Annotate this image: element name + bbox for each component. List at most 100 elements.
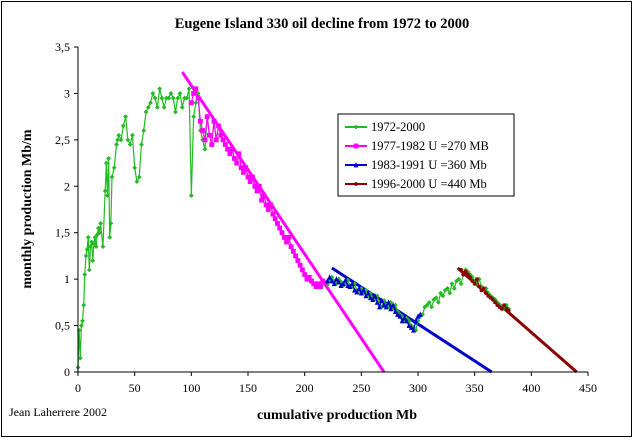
series-0-point: [108, 221, 114, 226]
x-tick-label: 250: [352, 381, 370, 395]
series-0-point: [123, 114, 128, 120]
series-1-point: [266, 207, 271, 212]
series-2-point: [406, 322, 412, 328]
series-0-point: [445, 286, 450, 291]
series-0-point: [424, 302, 430, 308]
series-0-point: [84, 247, 90, 252]
series-1-point: [313, 284, 319, 289]
series-0-point: [454, 278, 459, 284]
series-0-point: [449, 281, 455, 287]
y-tick-label: 2: [64, 179, 70, 193]
x-tick-label: 450: [579, 381, 597, 395]
series-0-point: [89, 239, 94, 245]
series-0-point: [114, 142, 119, 147]
series-1-point: [309, 278, 314, 284]
series-0-point: [440, 293, 446, 299]
series-0-point: [134, 179, 140, 185]
series-1-point: [207, 132, 212, 138]
series-2-point: [352, 287, 357, 293]
series-2-point: [379, 297, 385, 303]
series-0-point: [386, 304, 391, 310]
series-3-point: [468, 275, 473, 280]
legend-label: 1983-1991 U =360 Mb: [371, 158, 487, 172]
series-0-point: [193, 100, 199, 106]
series-2-point: [415, 313, 421, 319]
series-0-point: [379, 304, 385, 310]
series-1-point: [302, 272, 308, 277]
series-0-point: [107, 234, 113, 240]
series-1-point: [232, 156, 237, 161]
series-1-point: [270, 211, 276, 217]
series-2-point: [347, 283, 353, 289]
series-0-point: [96, 225, 101, 231]
series-0-point: [83, 253, 89, 259]
series-2-point: [334, 276, 339, 282]
series-3-point: [463, 269, 468, 274]
series-0-point: [159, 95, 165, 101]
series-2-point: [397, 313, 403, 319]
series-3-point: [461, 272, 466, 277]
series-2-point: [370, 296, 376, 302]
series-2-point: [399, 317, 405, 324]
series-2-point: [324, 278, 330, 284]
series-2-point: [413, 317, 419, 324]
series-0-point: [458, 281, 464, 287]
chart-title: Eugene Island 330 oil decline from 1972 …: [175, 16, 470, 32]
credit-text: Jean Laherrere 2002: [9, 405, 107, 419]
series-1-point: [318, 284, 323, 289]
series-1-point: [252, 183, 258, 189]
series-2-point: [386, 299, 391, 305]
series-1-point: [281, 234, 287, 240]
series-1-point: [275, 221, 280, 226]
axes-group: 0 50 100 150 200 250 300 350 400 450 0 0,5 1 1,5 2 2,5 3…: [55, 40, 597, 395]
series-1-point: [222, 142, 228, 147]
series-0-point: [343, 281, 348, 287]
series-2-point: [336, 278, 342, 285]
series-0-point: [145, 104, 151, 110]
series-0-point: [80, 318, 85, 324]
series-1-point: [263, 202, 269, 208]
series-0-point: [451, 286, 457, 291]
legend-label: 1977-1982 U =270 MB: [371, 139, 489, 153]
x-tick-label: 300: [409, 381, 427, 395]
series-0-point: [161, 104, 167, 110]
series-1-point: [216, 123, 221, 129]
series-1-point: [213, 137, 219, 143]
series-0-point: [422, 304, 428, 310]
series-2-point: [356, 285, 362, 291]
series-2-point: [402, 315, 407, 321]
x-tick-label: 200: [296, 381, 314, 395]
legend-box: [337, 113, 515, 197]
series-0-point: [157, 86, 162, 92]
series-0-point: [77, 355, 83, 361]
series-1-point: [218, 132, 224, 138]
series-2-point: [358, 290, 364, 296]
series-0-point: [106, 156, 111, 161]
series-0-point: [79, 323, 84, 328]
series-3-point: [493, 300, 497, 305]
series-1-point: [322, 280, 328, 286]
series-0-point: [381, 298, 387, 303]
series-1-point: [191, 91, 196, 96]
series-0-point: [130, 132, 135, 138]
series-0-point: [98, 221, 104, 226]
series-3-point: [484, 291, 488, 295]
series-1-point: [243, 165, 249, 171]
series-1-point: [300, 267, 305, 273]
series-0-point: [184, 95, 190, 101]
series-0-point: [168, 91, 174, 96]
series-3-point: [481, 286, 486, 291]
series-0-point: [148, 100, 153, 106]
series-1-point: [272, 216, 278, 222]
series-2-point: [338, 282, 344, 289]
series-0-point: [93, 244, 99, 250]
series-2-point: [395, 311, 400, 317]
series-1-point: [261, 193, 267, 198]
y-tick-label: 1: [64, 272, 70, 286]
series-0-point: [76, 327, 82, 333]
series-2-point: [383, 304, 389, 310]
series-3-point: [472, 281, 477, 286]
series-2-point: [377, 304, 382, 310]
series-0-point: [447, 290, 453, 296]
